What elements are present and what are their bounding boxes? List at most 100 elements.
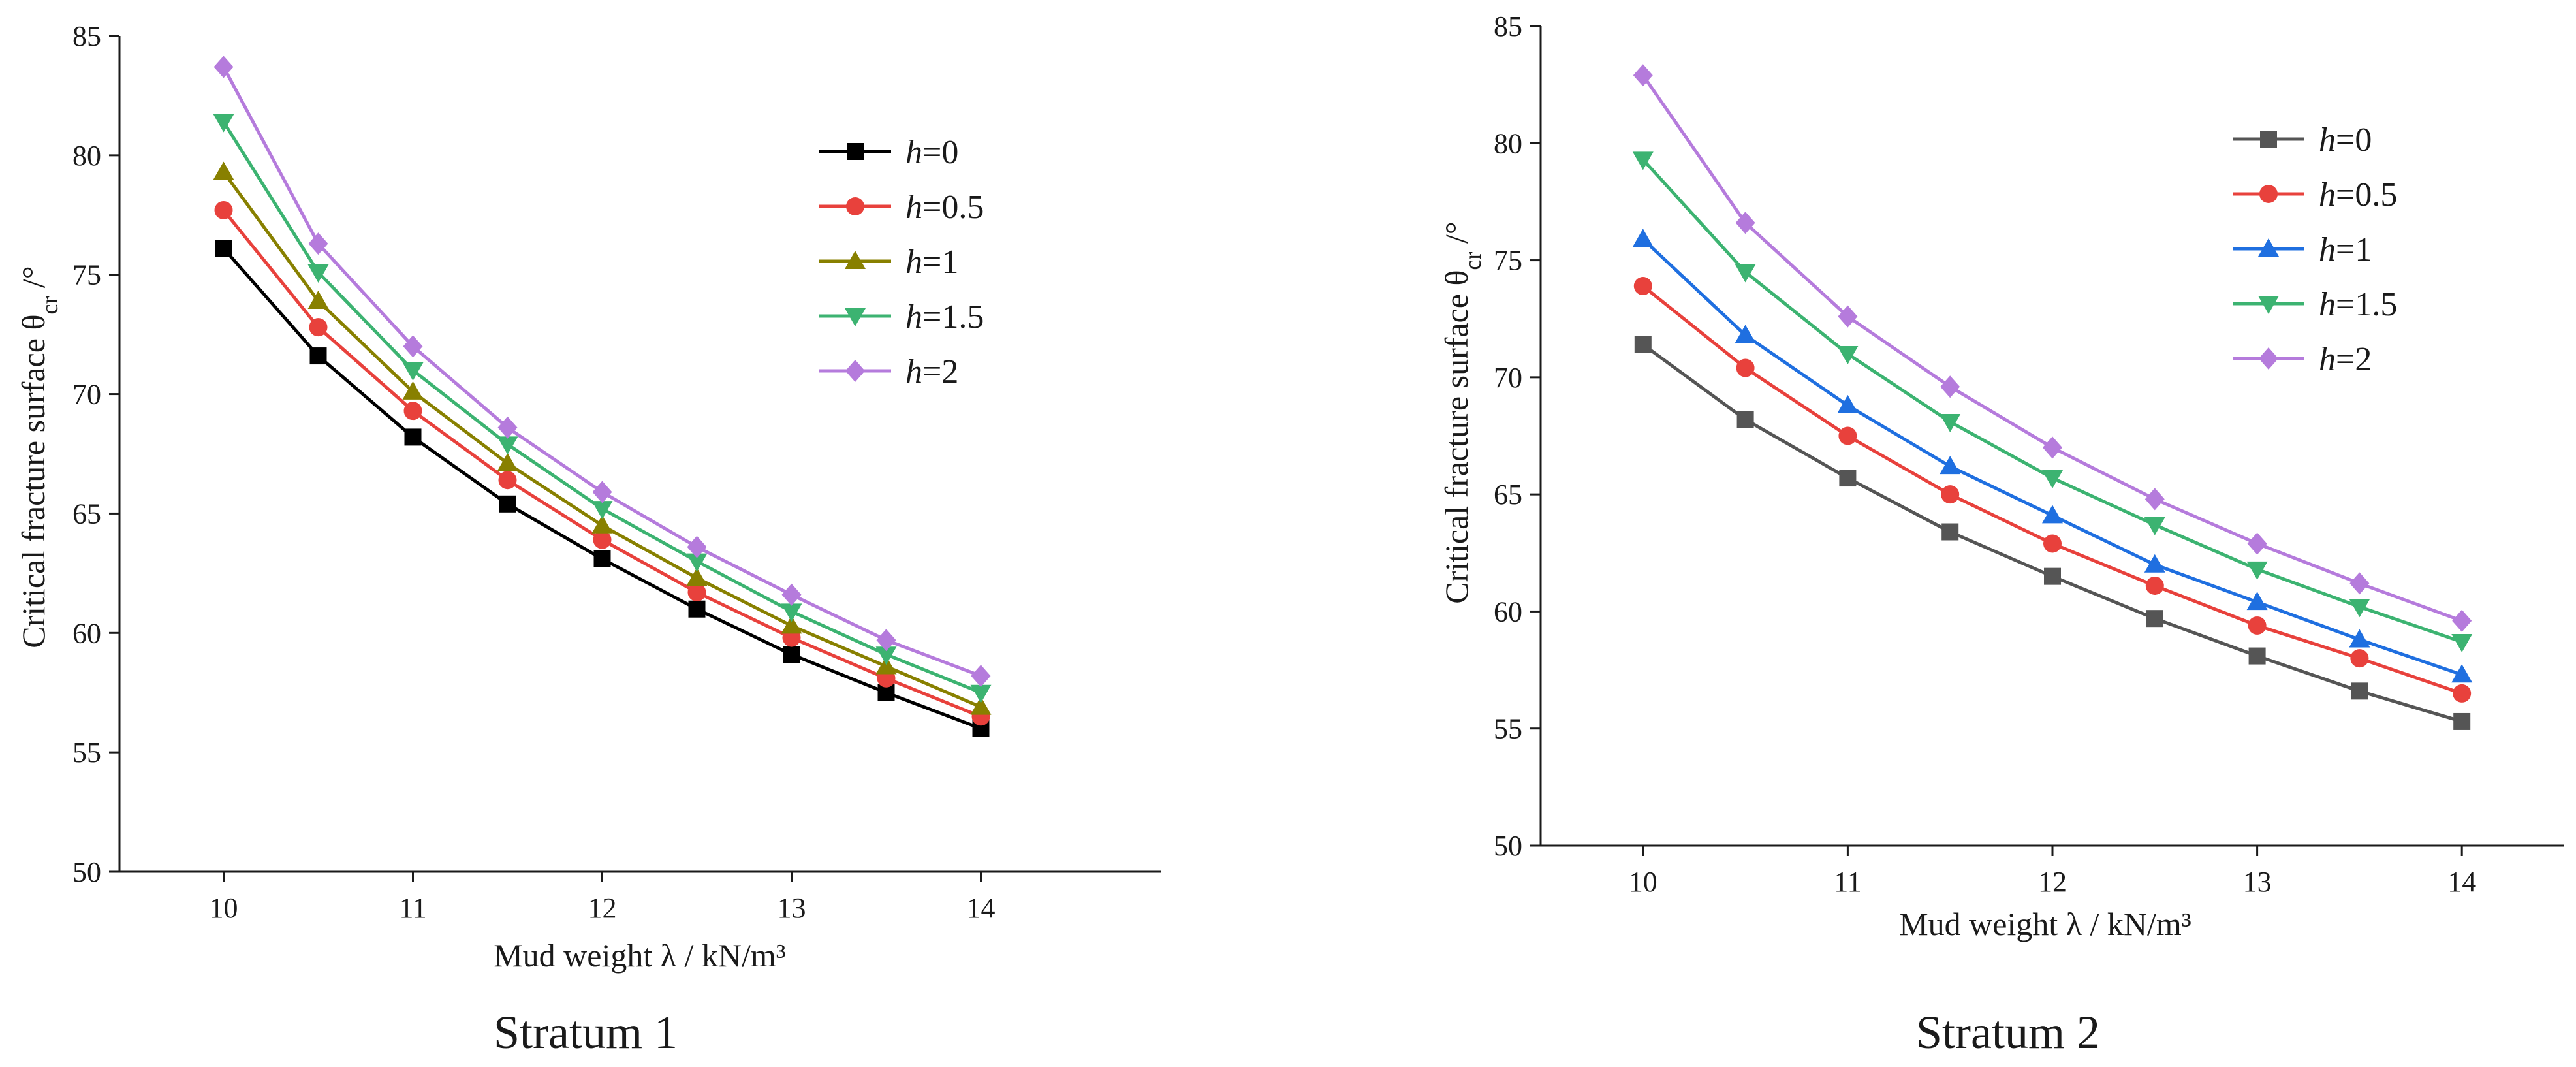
data-point xyxy=(1735,212,1755,234)
data-point xyxy=(2044,567,2061,585)
data-point xyxy=(2042,470,2063,489)
y-ticks-1: 50 55 60 65 70 75 80 85 xyxy=(72,20,119,888)
data-point xyxy=(1941,523,1959,541)
y-tick-label: 50 xyxy=(72,856,101,888)
data-point xyxy=(2453,684,2472,703)
data-point xyxy=(1633,277,1652,296)
series-line xyxy=(1642,343,2462,724)
series-line xyxy=(222,170,982,709)
legend-value: =1.5 xyxy=(922,298,984,336)
legend-marker xyxy=(2260,131,2277,148)
data-point xyxy=(875,656,897,675)
y-ticks-2: 50 55 60 65 70 75 80 85 xyxy=(1494,10,1541,862)
y-tick-label: 85 xyxy=(72,20,101,52)
data-point xyxy=(2042,505,2063,524)
data-point xyxy=(970,684,992,703)
legend-value: =1 xyxy=(922,244,958,281)
legend-marker xyxy=(2259,347,2278,370)
legend-marker xyxy=(2258,238,2279,257)
data-point xyxy=(2246,561,2268,580)
legend-item: h=2 xyxy=(2233,341,2372,378)
legend-variable: h xyxy=(905,353,922,390)
y-tick-label: 80 xyxy=(72,140,101,172)
data-point xyxy=(2146,610,2163,628)
data-point xyxy=(214,200,233,219)
data-point xyxy=(592,481,612,503)
y-axis-title-sub: cr xyxy=(1460,252,1486,270)
data-point xyxy=(2145,576,2164,595)
data-point xyxy=(1634,336,1652,353)
series-h=1.5 xyxy=(1632,151,2473,653)
data-point xyxy=(499,495,516,513)
data-point xyxy=(498,471,517,490)
legend-item: h=0.5 xyxy=(2233,176,2397,214)
data-point xyxy=(2144,517,2165,535)
data-point xyxy=(686,553,708,572)
data-point xyxy=(2043,534,2062,553)
data-point xyxy=(2451,634,2473,653)
series-h=1 xyxy=(1632,229,2473,683)
legend-marker xyxy=(2259,185,2278,203)
data-point xyxy=(402,362,424,381)
x-tick-label: 11 xyxy=(399,892,426,924)
legend-value: =2 xyxy=(922,353,958,390)
legend-marker xyxy=(2258,296,2279,314)
data-point xyxy=(591,501,613,520)
y-axis-title: Critical fracture surface θcr /° xyxy=(1438,221,1486,604)
y-tick-label: 75 xyxy=(72,259,101,291)
legend-item: h=0 xyxy=(819,134,958,171)
legend-label: h=1 xyxy=(905,244,958,281)
data-point xyxy=(308,232,328,255)
data-point xyxy=(1838,305,1858,328)
legend-value: =0.5 xyxy=(922,189,984,226)
y-tick-label: 70 xyxy=(1494,362,1522,394)
y-tick-label: 60 xyxy=(1494,596,1522,628)
x-axis-title: Mud weight λ / kN/m³ xyxy=(1899,906,2191,942)
legend-item: h=2 xyxy=(819,353,958,390)
data-point xyxy=(971,665,991,688)
data-point xyxy=(2452,609,2472,632)
legend-marker xyxy=(845,360,865,382)
data-point xyxy=(1735,325,1756,343)
data-point xyxy=(687,583,706,602)
legend-label: h=2 xyxy=(905,353,958,390)
legend-value: =2 xyxy=(2336,341,2372,378)
series-h=1.5 xyxy=(213,114,992,703)
data-point xyxy=(2453,712,2471,730)
data-point xyxy=(1633,64,1653,87)
x-tick-label: 14 xyxy=(2447,866,2476,898)
data-point xyxy=(307,290,329,309)
legend-label: h=1.5 xyxy=(2319,286,2397,323)
data-point xyxy=(970,696,992,715)
data-point xyxy=(402,381,424,400)
x-tick-label: 10 xyxy=(210,892,238,924)
data-point xyxy=(497,453,518,471)
data-point xyxy=(213,114,234,133)
x-tick-label: 11 xyxy=(1834,866,1861,898)
legend-label: h=0 xyxy=(2319,121,2372,159)
data-point xyxy=(2144,554,2165,573)
data-point xyxy=(213,161,234,180)
y-tick-label: 65 xyxy=(72,498,101,530)
data-point xyxy=(307,264,329,283)
data-point xyxy=(781,603,802,622)
legend-1: h=0h=0.5h=1h=1.5h=2 xyxy=(819,134,984,390)
data-point xyxy=(215,240,232,257)
data-point xyxy=(688,600,706,618)
data-point xyxy=(2350,649,2369,668)
legend-variable: h xyxy=(2319,286,2336,323)
data-point xyxy=(213,56,234,78)
data-point xyxy=(2349,572,2370,595)
series-h=0 xyxy=(215,240,990,737)
series-h=0 xyxy=(1634,336,2471,730)
data-point xyxy=(403,402,422,421)
legend-label: h=0.5 xyxy=(2319,176,2397,214)
legend-variable: h xyxy=(2319,231,2336,268)
data-point xyxy=(2144,488,2165,511)
data-point xyxy=(686,567,708,586)
y-axis-title-main: Critical fracture surface θ xyxy=(1438,270,1475,604)
legend-marker xyxy=(845,308,866,326)
data-point xyxy=(687,535,707,558)
